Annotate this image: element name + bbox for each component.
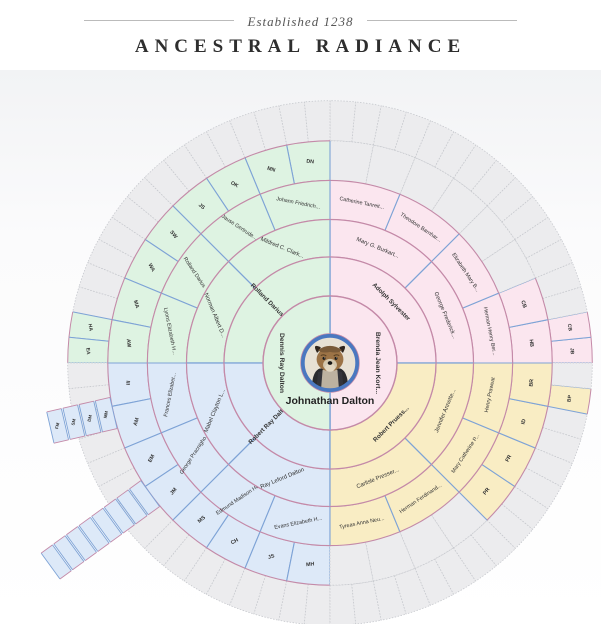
- svg-text:BR: BR: [528, 379, 535, 387]
- svg-text:HB: HB: [528, 339, 535, 347]
- svg-text:CB: CB: [566, 323, 573, 331]
- svg-text:Brenda Jean Kort...: Brenda Jean Kort...: [374, 332, 381, 394]
- svg-text:Dennis Ray Dalton: Dennis Ray Dalton: [278, 333, 285, 393]
- svg-text:DN: DN: [306, 159, 314, 166]
- svg-text:Johnathan Dalton: Johnathan Dalton: [286, 395, 375, 407]
- svg-text:HA: HA: [87, 323, 94, 331]
- svg-text:JB: JB: [568, 348, 574, 355]
- svg-text:EA: EA: [85, 348, 91, 356]
- svg-text:MH: MH: [306, 561, 315, 568]
- svg-text:AW: AW: [125, 339, 132, 348]
